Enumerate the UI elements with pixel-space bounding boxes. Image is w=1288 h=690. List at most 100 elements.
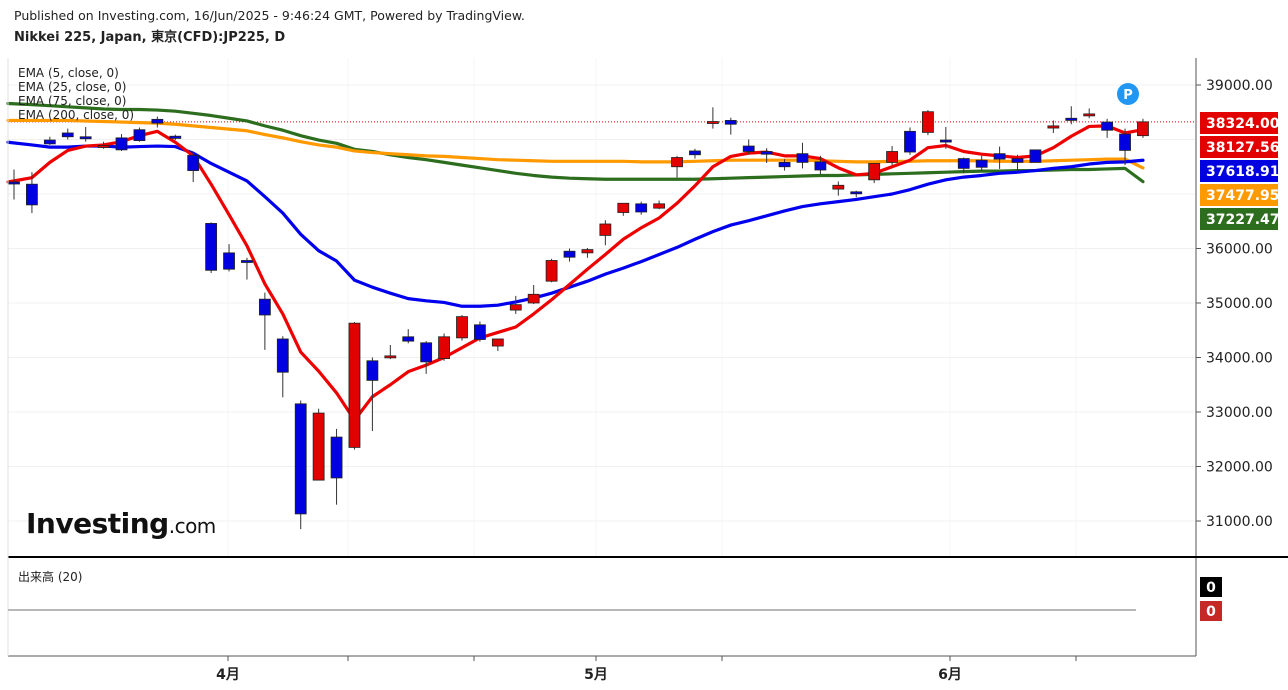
candle-body <box>115 137 128 151</box>
candle <box>599 220 612 246</box>
candle <box>26 172 38 214</box>
candle-body <box>1011 158 1024 163</box>
candle-body <box>760 151 773 155</box>
candle-body <box>420 342 433 363</box>
candle <box>671 155 683 178</box>
candle <box>205 222 218 274</box>
candle <box>993 146 1006 169</box>
candle-body <box>294 403 307 515</box>
legend-ema5[interactable]: EMA (5, close, 0) <box>18 66 119 80</box>
candle-body <box>868 163 881 181</box>
candle <box>474 321 486 342</box>
candle-body <box>312 412 325 481</box>
candle-body <box>527 293 540 304</box>
candle <box>957 157 970 174</box>
candle-body <box>742 145 755 152</box>
candle-body <box>97 145 110 148</box>
candle-body <box>671 157 683 168</box>
candle-body <box>330 436 343 479</box>
published-line: Published on Investing.com, 16/Jun/2025 … <box>14 8 525 23</box>
investing-logo: Investing.com <box>26 507 216 540</box>
volume-tag-label: 0 <box>1206 580 1216 596</box>
p-badge-icon[interactable]: P <box>1117 83 1139 105</box>
candle <box>527 285 540 305</box>
candle <box>796 142 809 169</box>
candle-body <box>1065 117 1078 121</box>
price-tag-label: 37227.47 <box>1206 212 1280 228</box>
volume-indicator-label[interactable]: 出来高 (20) <box>18 570 83 584</box>
candle-body <box>187 154 200 171</box>
price-tag-label: 37477.95 <box>1206 188 1280 204</box>
candle <box>133 127 146 142</box>
candle-body <box>1047 125 1060 129</box>
candle-body <box>832 184 845 190</box>
y-tick-label: 36000.00 <box>1206 242 1273 258</box>
candle-body <box>258 298 271 316</box>
candle <box>778 159 791 171</box>
candle-body <box>241 260 253 263</box>
candle-body <box>1119 133 1131 151</box>
legend-ema200[interactable]: EMA (200, close, 0) <box>18 108 135 122</box>
candle-body <box>133 129 146 141</box>
candle <box>689 148 701 159</box>
candle-body <box>1137 121 1149 137</box>
ema5-line <box>6 124 1145 422</box>
candle-body <box>653 203 666 209</box>
candle <box>187 151 200 183</box>
candle-body <box>8 181 20 185</box>
volume-tag-bg <box>1200 577 1222 597</box>
candle-body <box>79 136 92 140</box>
candle <box>438 333 450 361</box>
price-tag-label: 37618.91 <box>1206 164 1280 180</box>
price-tag: 37227.47 <box>1200 208 1280 230</box>
legend-ema25[interactable]: EMA (25, close, 0) <box>18 80 127 94</box>
candle <box>814 155 827 175</box>
candle-body <box>563 250 576 258</box>
candle-body <box>993 153 1006 160</box>
candle-body <box>151 118 164 124</box>
price-tag-bg <box>1200 160 1278 182</box>
candle-body <box>1029 149 1042 163</box>
candle-body <box>599 223 612 236</box>
candle-body <box>706 121 719 124</box>
price-tag: 38324.00 <box>1200 112 1280 134</box>
price-tag-label: 38127.56 <box>1206 140 1280 156</box>
volume-tag: 0 <box>1200 601 1222 621</box>
y-axis-ticks: 39000.00 36000.00 35000.00 34000.00 33000.00… <box>1196 78 1273 530</box>
ema25-line <box>6 140 1145 308</box>
candle-body <box>402 336 415 342</box>
legend-ema75[interactable]: EMA (75, close, 0) <box>18 94 127 108</box>
x-tick-label: 6月 <box>938 667 962 683</box>
candle-body <box>904 130 916 153</box>
candle <box>276 336 289 398</box>
candle <box>366 357 379 432</box>
candle <box>886 146 898 166</box>
candle-body <box>886 151 898 163</box>
price-tag-bg <box>1200 136 1278 158</box>
candle <box>223 244 235 272</box>
candle-body <box>778 161 791 168</box>
candle-body <box>509 304 522 311</box>
price-tag-bg <box>1200 112 1278 134</box>
candle <box>706 107 719 129</box>
candle <box>742 139 755 155</box>
badge-circle <box>1117 83 1139 105</box>
candle <box>151 116 164 128</box>
indicator-legend: EMA (5, close, 0) EMA (25, close, 0) EMA… <box>18 66 134 122</box>
candle <box>402 329 415 344</box>
candle <box>617 202 630 216</box>
candle <box>1047 120 1060 133</box>
candle <box>420 341 433 374</box>
candle-body <box>276 338 289 373</box>
candle-body <box>474 324 486 340</box>
x-tick-label: 5月 <box>584 667 608 683</box>
gridlines <box>8 58 1195 557</box>
candle <box>850 190 863 198</box>
candle <box>1065 106 1078 125</box>
x-axis-ticks: 4月 5月 6月 <box>216 656 1077 683</box>
y-tick-label: 33000.00 <box>1206 405 1273 421</box>
candle-body <box>223 252 235 270</box>
price-tag: 38127.56 <box>1200 136 1280 158</box>
candle-body <box>43 139 56 145</box>
